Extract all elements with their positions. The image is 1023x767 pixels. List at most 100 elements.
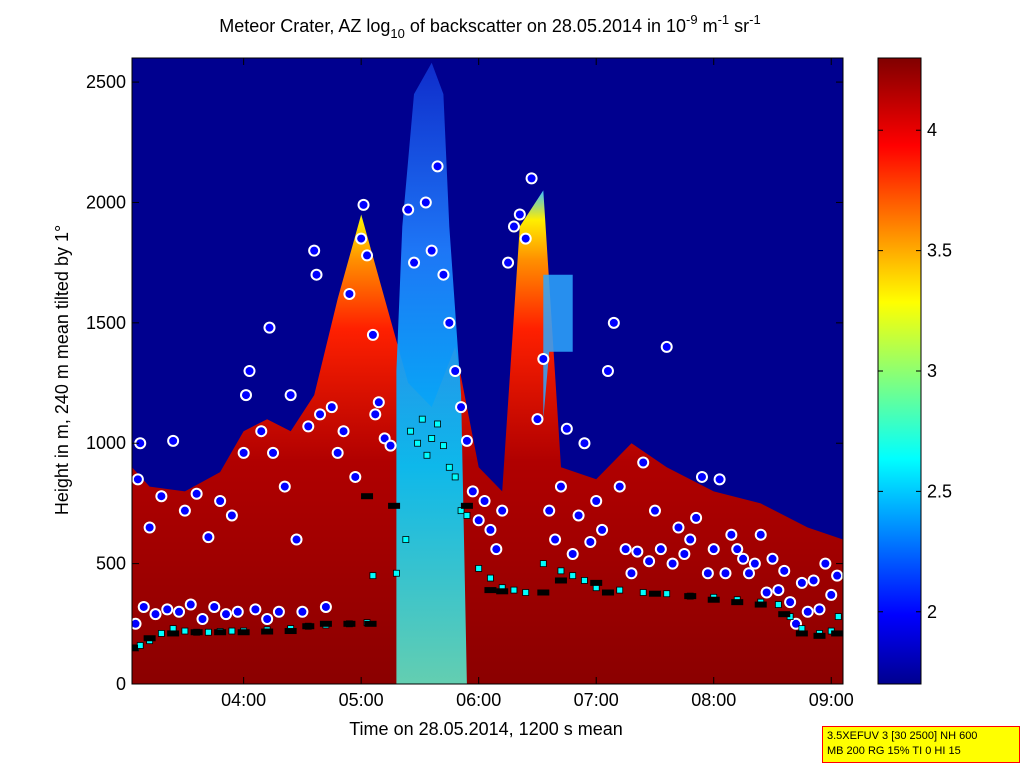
x-tick-label: 06:00 <box>456 690 501 710</box>
marker-circle <box>427 246 436 255</box>
marker-circle <box>265 323 274 332</box>
marker-circle <box>509 222 518 231</box>
marker-square <box>407 427 414 435</box>
marker-circle <box>227 511 236 520</box>
marker-circle <box>451 367 460 375</box>
marker-circle <box>703 569 712 578</box>
marker-circle <box>521 234 530 243</box>
marker-dash <box>261 628 274 635</box>
marker-circle <box>621 545 630 554</box>
marker-dash <box>831 630 843 637</box>
marker-circle <box>586 537 595 546</box>
marker-square <box>414 439 421 447</box>
marker-dash <box>343 620 356 627</box>
marker-circle <box>404 205 413 214</box>
marker-dash <box>143 635 156 642</box>
marker-circle <box>327 403 336 412</box>
marker-circle <box>304 422 313 431</box>
marker-circle <box>633 547 642 556</box>
marker-circle <box>686 535 695 544</box>
y-axis: 0 500 1000 1500 2000 2500 <box>86 72 843 694</box>
marker-circle <box>157 492 166 501</box>
marker-square <box>663 590 671 598</box>
marker-dash <box>731 599 744 606</box>
marker-circle <box>359 200 368 209</box>
series-circle <box>132 160 843 630</box>
marker-circle <box>815 605 824 614</box>
marker-circle <box>756 530 765 539</box>
marker-square <box>475 565 483 572</box>
colorbar-tick-label: 2.5 <box>927 481 952 501</box>
series-dash <box>132 493 843 651</box>
marker-circle <box>492 545 501 554</box>
plot-area <box>131 57 844 685</box>
marker-circle <box>312 270 321 279</box>
plot-frame <box>131 57 844 685</box>
marker-circle <box>269 448 278 457</box>
colorbar-tick-label: 3 <box>927 361 937 381</box>
backscatter-heatmap <box>132 62 843 684</box>
marker-circle <box>222 610 231 619</box>
marker-circle <box>562 424 571 433</box>
marker-circle <box>580 439 589 448</box>
marker-circle <box>809 576 818 585</box>
marker-square <box>369 572 377 580</box>
marker-circle <box>133 475 142 484</box>
marker-dash <box>190 629 203 636</box>
marker-circle <box>780 566 789 575</box>
marker-circle <box>709 545 718 554</box>
marker-circle <box>750 559 759 568</box>
y-tick-label: 500 <box>96 554 126 574</box>
marker-circle <box>474 516 483 525</box>
marker-circle <box>286 391 295 400</box>
marker-circle <box>739 554 748 563</box>
marker-circle <box>568 549 577 558</box>
marker-square <box>463 512 471 519</box>
marker-circle <box>656 545 665 554</box>
y-tick-label: 0 <box>116 674 126 694</box>
y-tick-label: 1500 <box>86 313 126 333</box>
marker-circle <box>374 398 383 407</box>
marker-circle <box>833 571 842 580</box>
info-box: 3.5XEFUV 3 [30 2500] NH 600 MB 200 RG 15… <box>822 726 1020 763</box>
marker-circle <box>692 513 701 522</box>
marker-circle <box>727 530 736 539</box>
marker-square <box>581 577 588 584</box>
marker-circle <box>132 619 140 628</box>
x-tick-label: 05:00 <box>339 690 384 710</box>
marker-square <box>774 601 782 608</box>
marker-circle <box>204 533 213 542</box>
marker-circle <box>368 330 377 339</box>
marker-square <box>136 642 144 649</box>
marker-square <box>639 589 647 596</box>
upper-aerosol-patch <box>543 274 573 420</box>
marker-dash <box>460 502 473 509</box>
marker-circle <box>139 602 148 611</box>
marker-dash <box>214 629 227 636</box>
x-tick-label: 07:00 <box>574 690 619 710</box>
marker-circle <box>180 506 189 515</box>
marker-dash <box>537 589 550 596</box>
marker-circle <box>169 436 178 445</box>
marker-square <box>440 442 447 450</box>
marker-dash <box>388 502 401 509</box>
marker-circle <box>345 289 354 298</box>
marker-circle <box>386 441 395 450</box>
marker-square <box>616 586 624 594</box>
marker-dash <box>754 601 767 608</box>
high-backscatter-layer <box>132 190 843 684</box>
marker-square <box>487 574 494 582</box>
marker-circle <box>803 607 812 616</box>
marker-circle <box>574 511 583 520</box>
marker-circle <box>239 448 248 457</box>
marker-square <box>428 435 436 442</box>
marker-circle <box>609 318 618 327</box>
marker-circle <box>639 458 648 467</box>
x-tick-label: 09:00 <box>809 690 854 710</box>
marker-circle <box>339 427 348 436</box>
marker-circle <box>650 506 659 515</box>
marker-square <box>522 589 530 596</box>
marker-circle <box>198 614 207 623</box>
marker-circle <box>380 434 389 443</box>
marker-circle <box>480 497 489 506</box>
